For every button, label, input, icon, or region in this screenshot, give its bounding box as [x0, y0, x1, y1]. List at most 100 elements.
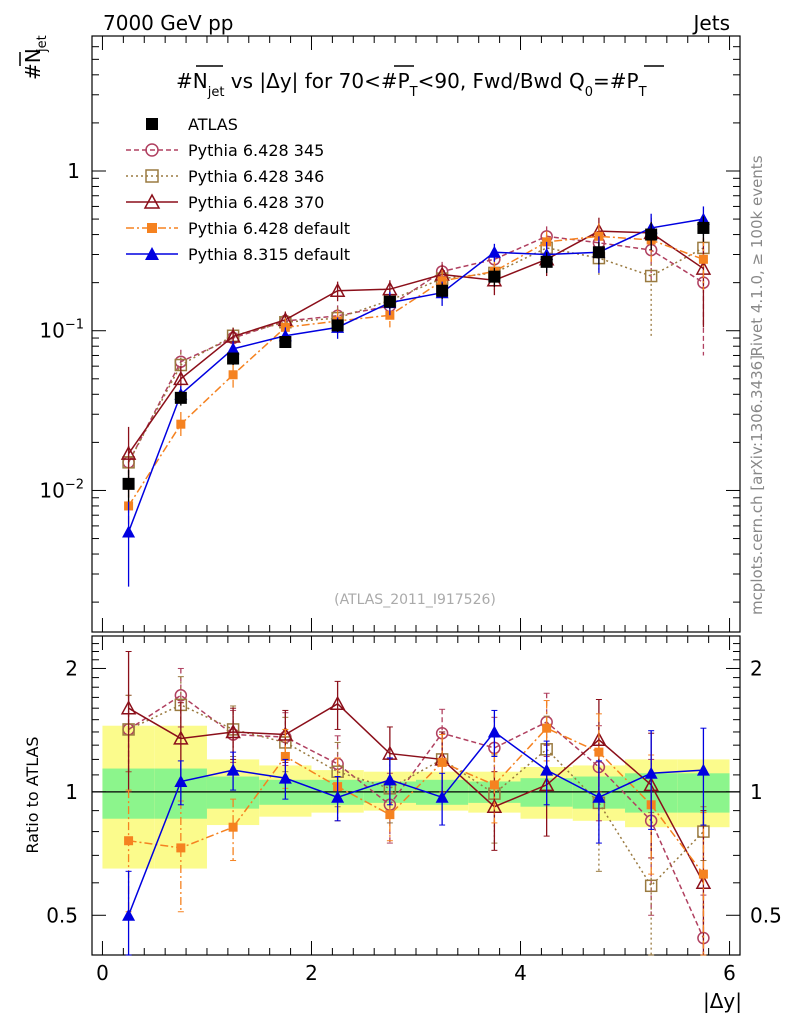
point-p346 — [644, 269, 658, 283]
ratio-point-p370 — [486, 798, 503, 813]
ratio-point-p8def — [696, 763, 710, 776]
y-tick-label: 10−2 — [39, 477, 84, 502]
x-axis-label: |Δy| — [703, 989, 742, 1013]
ratio-point-p6def — [542, 723, 552, 733]
legend-label: Pythia 6.428 346 — [188, 167, 324, 186]
title-sub3: 0 — [585, 85, 593, 100]
legend-item-p345: Pythia 6.428 345 — [126, 141, 324, 160]
ratio-point-p370 — [120, 700, 137, 715]
ratio-tick-label-right: 2 — [750, 656, 763, 680]
ratio-point-p8def — [278, 771, 292, 784]
header-tag: Jets — [692, 11, 730, 35]
ratio-point-p345 — [174, 689, 188, 702]
ratio-line-p346 — [128, 704, 704, 888]
point-atlas — [488, 270, 501, 283]
ratio-tick-label-right: 1 — [750, 780, 763, 804]
legend-label: ATLAS — [188, 115, 238, 134]
legend-marker-atlas — [146, 118, 158, 130]
point-atlas — [592, 246, 605, 259]
legend-marker-p6def — [147, 223, 157, 233]
y-axis-label-top: #N jet — [19, 35, 50, 80]
ratio-point-p6def — [594, 747, 604, 757]
point-p6def — [176, 419, 186, 429]
legend-label: Pythia 6.428 default — [188, 219, 350, 238]
ratio-series-p8def — [122, 709, 710, 956]
ratio-tick-label: 2 — [65, 656, 78, 680]
legend-item-p370: Pythia 6.428 370 — [126, 193, 324, 212]
point-p8def — [226, 342, 240, 355]
title-rest3: =#P — [593, 69, 639, 93]
series-line-p346 — [127, 247, 704, 463]
ratio-line-p8def — [127, 730, 704, 916]
title-sub4: T — [638, 85, 647, 100]
ratio-tick-label-right: 0.5 — [750, 903, 782, 927]
point-p8def — [122, 525, 136, 538]
point-atlas — [174, 391, 187, 404]
point-atlas — [227, 352, 240, 365]
ratio-point-p6def — [176, 843, 186, 853]
ratio-point-p8def — [540, 763, 554, 776]
legend-item-p8def: Pythia 8.315 default — [126, 245, 350, 264]
series-p346 — [122, 229, 710, 484]
y-tick-label: 10−1 — [39, 318, 84, 343]
legend-label: Pythia 6.428 370 — [188, 193, 324, 212]
point-p370 — [120, 445, 137, 460]
point-p370 — [173, 370, 189, 386]
series-line-p8def — [127, 218, 704, 533]
point-atlas — [383, 295, 396, 308]
point-atlas — [122, 477, 135, 490]
point-atlas — [331, 319, 344, 332]
x-tick-label: 6 — [723, 961, 736, 985]
ratio-point-p370 — [173, 730, 189, 745]
title-sub: jet — [207, 85, 225, 100]
legend-item-atlas: ATLAS — [146, 115, 238, 134]
point-p6def — [698, 254, 708, 264]
header-energy: 7000 GeV pp — [103, 11, 234, 35]
point-atlas — [697, 221, 710, 234]
legend-marker-p345 — [145, 143, 159, 157]
point-p370 — [329, 282, 346, 297]
mcplots-label: mcplots.cern.ch [arXiv:1306.3436] — [748, 355, 766, 615]
ratio-series-p6def — [124, 700, 708, 956]
y-label-main: #N — [21, 48, 45, 80]
legend-marker-p346 — [145, 169, 159, 183]
y-tick-label: 1 — [67, 159, 80, 183]
analysis-watermark: (ATLAS_2011_I917526) — [334, 592, 496, 608]
ratio-point-p6def — [124, 836, 134, 846]
legend-label: Pythia 8.315 default — [188, 245, 350, 264]
point-atlas — [540, 255, 553, 268]
series-p6def — [124, 223, 708, 539]
ratio-point-p6def — [228, 822, 238, 832]
x-tick-label: 4 — [514, 961, 527, 985]
ratio-point-p8def — [174, 774, 188, 787]
point-p8def — [487, 245, 501, 258]
ratio-point-p6def — [280, 751, 290, 761]
series-line-p345 — [127, 235, 704, 463]
point-atlas — [436, 284, 449, 297]
ratio-point-p8def — [487, 725, 501, 738]
legend-label: Pythia 6.428 345 — [188, 141, 324, 160]
ratio-point-p6def — [489, 780, 499, 790]
ratio-point-p8def — [644, 766, 658, 779]
point-atlas — [279, 336, 292, 349]
title-main: #N — [176, 69, 208, 93]
legend-item-p346: Pythia 6.428 346 — [126, 167, 324, 186]
legend-item-p6def: Pythia 6.428 default — [126, 219, 350, 238]
title-rest: vs |Δy| for 70<#P — [224, 69, 409, 93]
series-line-p6def — [127, 235, 704, 507]
series-atlas — [122, 216, 710, 502]
ratio-point-p370 — [591, 731, 607, 747]
title-rest2: <90, Fwd/Bwd Q — [418, 69, 585, 93]
y-axis-label-ratio: Ratio to ATLAS — [23, 736, 42, 853]
ratio-point-p370 — [225, 723, 241, 739]
x-tick-label: 0 — [96, 961, 109, 985]
x-tick-label: 2 — [305, 961, 318, 985]
legend-marker-p8def — [145, 247, 159, 260]
y-label-sub: jet — [35, 35, 50, 53]
point-p6def — [437, 276, 447, 286]
ratio-point-p370 — [329, 695, 346, 711]
ratio-line-p370 — [128, 702, 705, 884]
ratio-point-p8def — [331, 790, 345, 803]
ratio-point-p6def — [385, 810, 395, 820]
